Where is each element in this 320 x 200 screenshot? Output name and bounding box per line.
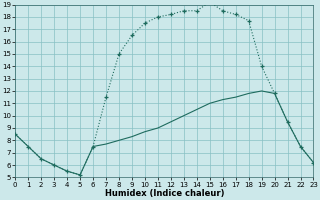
X-axis label: Humidex (Indice chaleur): Humidex (Indice chaleur) [105, 189, 224, 198]
